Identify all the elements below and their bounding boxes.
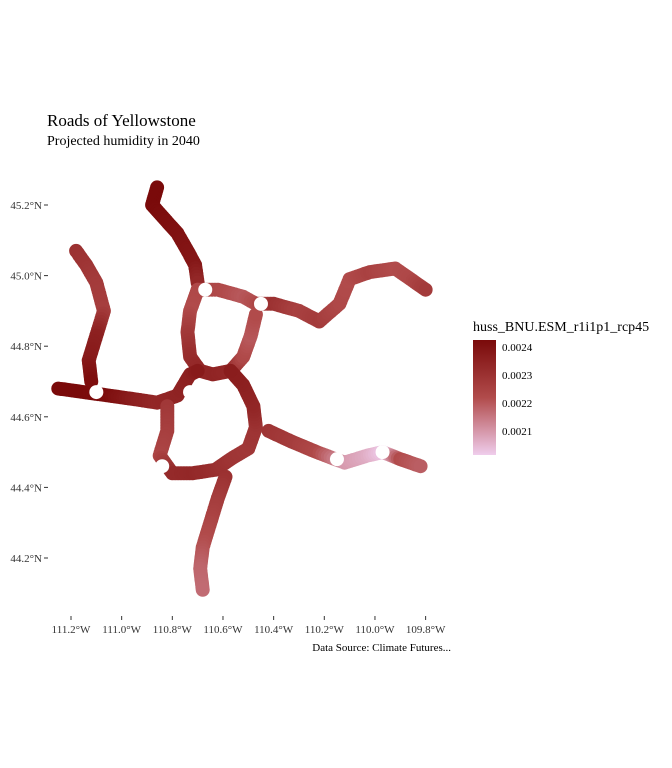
legend-title: huss_BNU.ESM_r1i1p1_rcp45	[473, 320, 650, 335]
legend-label: 0.0023	[502, 370, 533, 382]
legend-label: 0.0021	[502, 426, 533, 438]
road-point	[84, 374, 99, 389]
legend-label: 0.0022	[502, 398, 533, 410]
y-tick-label: 44.8°N	[10, 341, 42, 353]
missing-data-point	[329, 452, 344, 467]
road-point	[418, 282, 433, 297]
x-tick-label: 110.2°W	[305, 624, 345, 636]
y-tick-label: 45.2°N	[10, 200, 42, 212]
data-source-caption: Data Source: Climate Futures...	[312, 642, 451, 654]
road-point	[195, 582, 210, 597]
map-title: Roads of Yellowstone	[47, 111, 196, 130]
y-tick-label: 45.0°N	[10, 271, 42, 283]
road-point	[190, 363, 205, 378]
missing-data-point	[253, 296, 268, 311]
x-tick-label: 110.6°W	[203, 624, 243, 636]
x-tick-label: 111.2°W	[52, 624, 91, 636]
missing-data-point	[89, 385, 104, 400]
y-tick-label: 44.2°N	[10, 553, 42, 565]
road-point	[413, 459, 428, 474]
legend-color-bar	[473, 340, 496, 455]
missing-data-point	[375, 445, 390, 460]
y-tick-label: 44.6°N	[10, 412, 42, 424]
y-axis: 45.2°N 45.0°N 44.8°N 44.6°N 44.4°N 44.2°N	[10, 200, 48, 565]
missing-data-point	[155, 459, 170, 474]
missing-data-point	[198, 282, 213, 297]
x-axis: 111.2°W 111.0°W 110.8°W 110.6°W 110.4°W 110.2…	[52, 616, 446, 636]
road-point	[248, 307, 263, 322]
missing-data-point	[183, 385, 198, 400]
legend-label: 0.0024	[502, 342, 533, 354]
road-gaps-layer	[89, 282, 390, 474]
x-tick-label: 110.0°W	[355, 624, 395, 636]
y-tick-label: 44.4°N	[10, 482, 42, 494]
x-tick-label: 110.8°W	[153, 624, 193, 636]
x-tick-label: 109.8°W	[406, 624, 446, 636]
road-point	[223, 363, 238, 378]
x-tick-label: 110.4°W	[254, 624, 294, 636]
x-tick-label: 111.0°W	[102, 624, 141, 636]
map-subtitle: Projected humidity in 2040	[47, 134, 200, 149]
road-points-layer	[51, 180, 433, 597]
